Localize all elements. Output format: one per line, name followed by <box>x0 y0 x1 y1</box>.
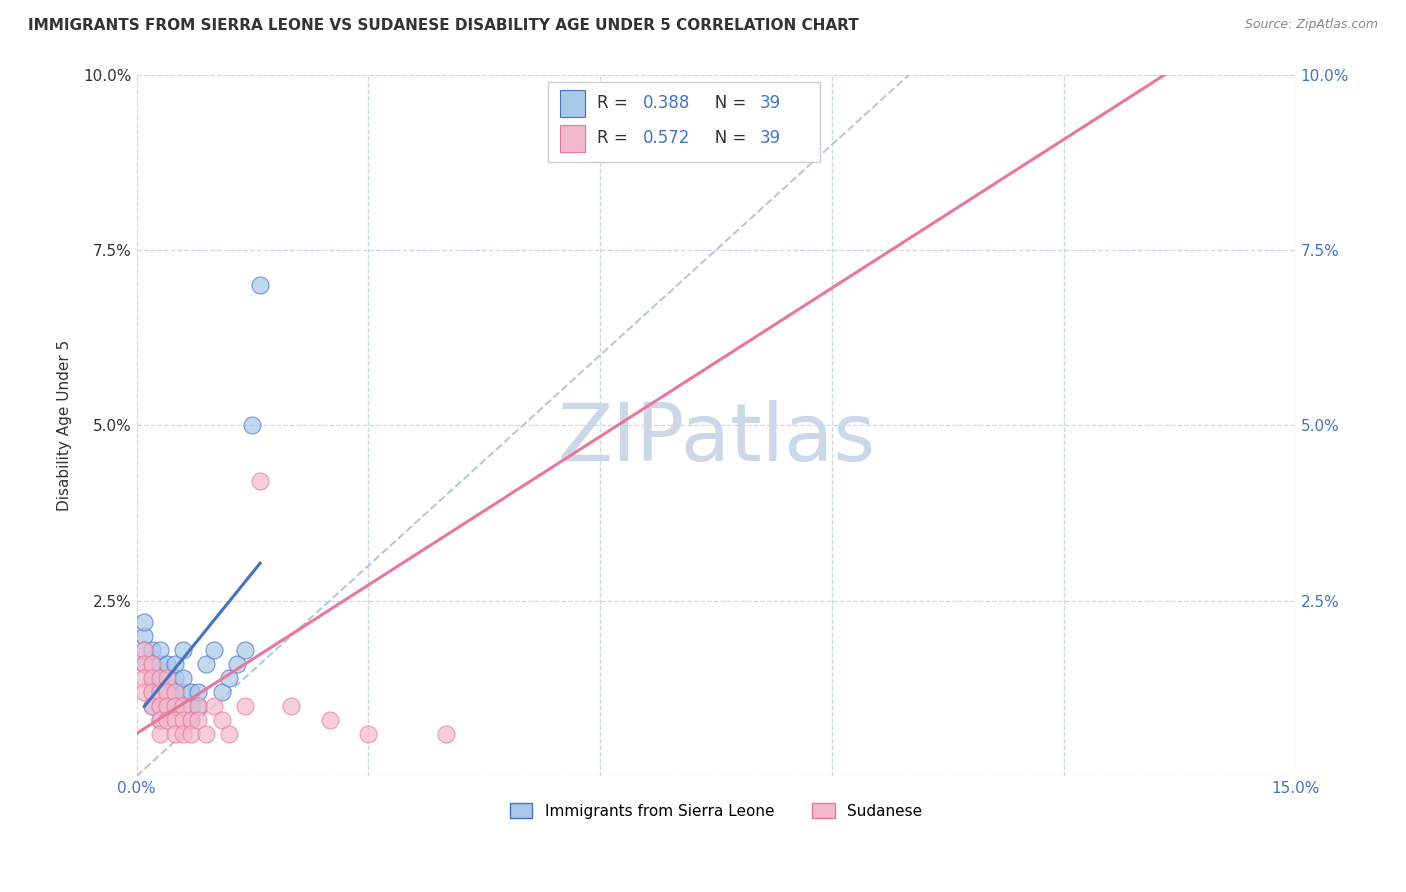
Bar <box>560 90 585 117</box>
Point <box>318 713 340 727</box>
Point <box>156 671 179 685</box>
Point <box>172 713 194 727</box>
Point <box>149 698 172 713</box>
Point <box>141 685 163 699</box>
Point <box>141 685 163 699</box>
Point <box>165 698 187 713</box>
Point <box>165 657 187 671</box>
Point <box>180 713 202 727</box>
Point <box>180 727 202 741</box>
Point <box>226 657 249 671</box>
Point <box>187 698 209 713</box>
Point <box>233 698 256 713</box>
Point <box>195 657 218 671</box>
Text: N =: N = <box>699 129 751 147</box>
Point <box>249 278 271 293</box>
Point <box>134 671 156 685</box>
Point <box>149 727 172 741</box>
Text: 0.388: 0.388 <box>643 95 690 112</box>
Point <box>134 643 156 657</box>
Point <box>165 685 187 699</box>
Text: 39: 39 <box>761 95 782 112</box>
Point <box>187 685 209 699</box>
Text: R =: R = <box>596 95 633 112</box>
Point <box>165 671 187 685</box>
Point <box>187 698 209 713</box>
Point <box>149 643 172 657</box>
Point <box>187 713 209 727</box>
Y-axis label: Disability Age Under 5: Disability Age Under 5 <box>58 340 72 511</box>
Point <box>141 698 163 713</box>
FancyBboxPatch shape <box>548 81 820 162</box>
Point <box>172 671 194 685</box>
Text: N =: N = <box>699 95 751 112</box>
Point <box>141 671 163 685</box>
Point <box>141 657 163 671</box>
Point <box>172 727 194 741</box>
Point <box>202 643 225 657</box>
Text: IMMIGRANTS FROM SIERRA LEONE VS SUDANESE DISABILITY AGE UNDER 5 CORRELATION CHAR: IMMIGRANTS FROM SIERRA LEONE VS SUDANESE… <box>28 18 859 33</box>
Point <box>149 713 172 727</box>
Point <box>134 643 156 657</box>
Point <box>180 698 202 713</box>
Point <box>211 713 233 727</box>
Point <box>218 727 240 741</box>
Point <box>141 671 163 685</box>
Point <box>134 615 156 629</box>
Point <box>180 685 202 699</box>
Bar <box>560 125 585 152</box>
Legend: Immigrants from Sierra Leone, Sudanese: Immigrants from Sierra Leone, Sudanese <box>503 797 929 825</box>
Text: R =: R = <box>596 129 633 147</box>
Point <box>156 657 179 671</box>
Point <box>172 643 194 657</box>
Point <box>280 698 302 713</box>
Point <box>357 727 380 741</box>
Point <box>218 671 240 685</box>
Point <box>149 713 172 727</box>
Point <box>165 685 187 699</box>
Point <box>233 643 256 657</box>
Point <box>149 685 172 699</box>
Point <box>242 418 264 433</box>
Point <box>434 727 457 741</box>
Point <box>149 671 172 685</box>
Point <box>149 657 172 671</box>
Point <box>165 698 187 713</box>
Point <box>134 685 156 699</box>
Point <box>165 713 187 727</box>
Point <box>211 685 233 699</box>
Point <box>149 685 172 699</box>
Point <box>141 643 163 657</box>
Point <box>202 698 225 713</box>
Point <box>156 698 179 713</box>
Point <box>172 698 194 713</box>
Point <box>180 713 202 727</box>
Point <box>172 685 194 699</box>
Text: Source: ZipAtlas.com: Source: ZipAtlas.com <box>1244 18 1378 31</box>
Point <box>134 657 156 671</box>
Text: ZIPatlas: ZIPatlas <box>557 401 875 478</box>
Point <box>156 698 179 713</box>
Point <box>156 685 179 699</box>
Point <box>249 475 271 489</box>
Point <box>156 685 179 699</box>
Point <box>704 137 727 152</box>
Point <box>134 657 156 671</box>
Point <box>149 671 172 685</box>
Point <box>149 698 172 713</box>
Point <box>156 713 179 727</box>
Point <box>141 698 163 713</box>
Point <box>141 657 163 671</box>
Point <box>156 671 179 685</box>
Point <box>165 727 187 741</box>
Point <box>195 727 218 741</box>
Text: 39: 39 <box>761 129 782 147</box>
Text: 0.572: 0.572 <box>643 129 690 147</box>
Point <box>134 629 156 643</box>
